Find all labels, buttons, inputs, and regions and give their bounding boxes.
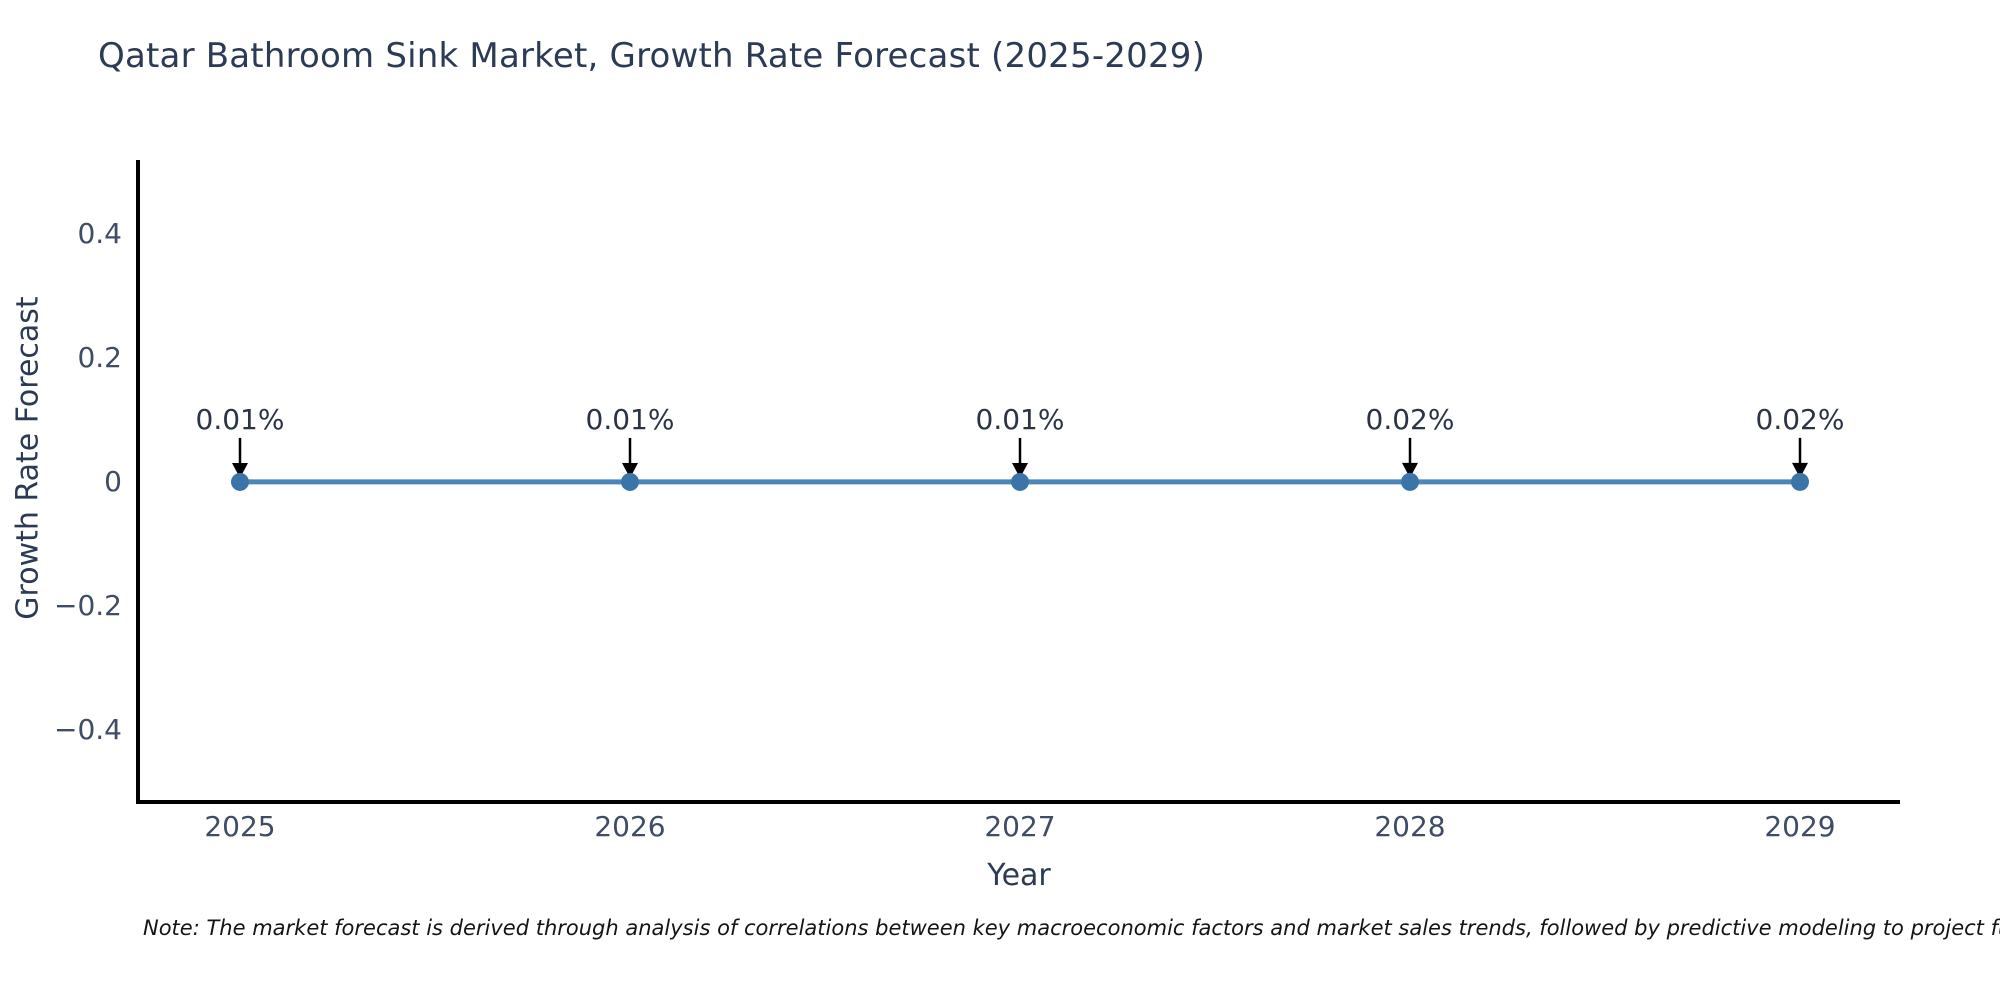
x-tick-label: 2029 (1764, 810, 1836, 843)
y-tick-label: 0.2 (77, 341, 122, 375)
y-tick-label: 0.4 (77, 217, 122, 251)
x-tick-label: 2026 (594, 810, 666, 843)
annotation-arrowhead (1012, 462, 1028, 478)
data-point-marker (1401, 472, 1419, 491)
x-axis-title: Year (987, 858, 1051, 893)
point-value-label: 0.01% (195, 402, 285, 436)
point-value-label: 0.01% (585, 402, 675, 436)
data-point-marker (1011, 472, 1029, 491)
y-tick-label: −0.2 (54, 588, 122, 622)
annotation-arrowhead (1402, 462, 1418, 478)
footnote: Note: The market forecast is derived thr… (143, 916, 2000, 940)
x-axis-line (136, 800, 1900, 804)
data-point-marker (231, 472, 249, 491)
data-point-marker (1791, 472, 1809, 491)
x-tick-label: 2027 (984, 810, 1056, 843)
x-tick-label: 2028 (1374, 810, 1446, 843)
data-point-marker (621, 472, 639, 491)
annotation-arrowhead (1792, 462, 1808, 478)
y-tick-label: 0 (104, 465, 122, 498)
point-value-label: 0.02% (1755, 402, 1845, 436)
x-tick-label: 2025 (204, 810, 276, 843)
y-tick-label: −0.4 (54, 712, 122, 746)
annotation-arrowhead (622, 462, 638, 478)
chart-title: Qatar Bathroom Sink Market, Growth Rate … (98, 36, 1206, 76)
point-value-label: 0.02% (1365, 402, 1455, 436)
annotation-arrowhead (232, 462, 248, 478)
point-value-label: 0.01% (975, 402, 1065, 436)
y-axis-line (136, 160, 140, 804)
